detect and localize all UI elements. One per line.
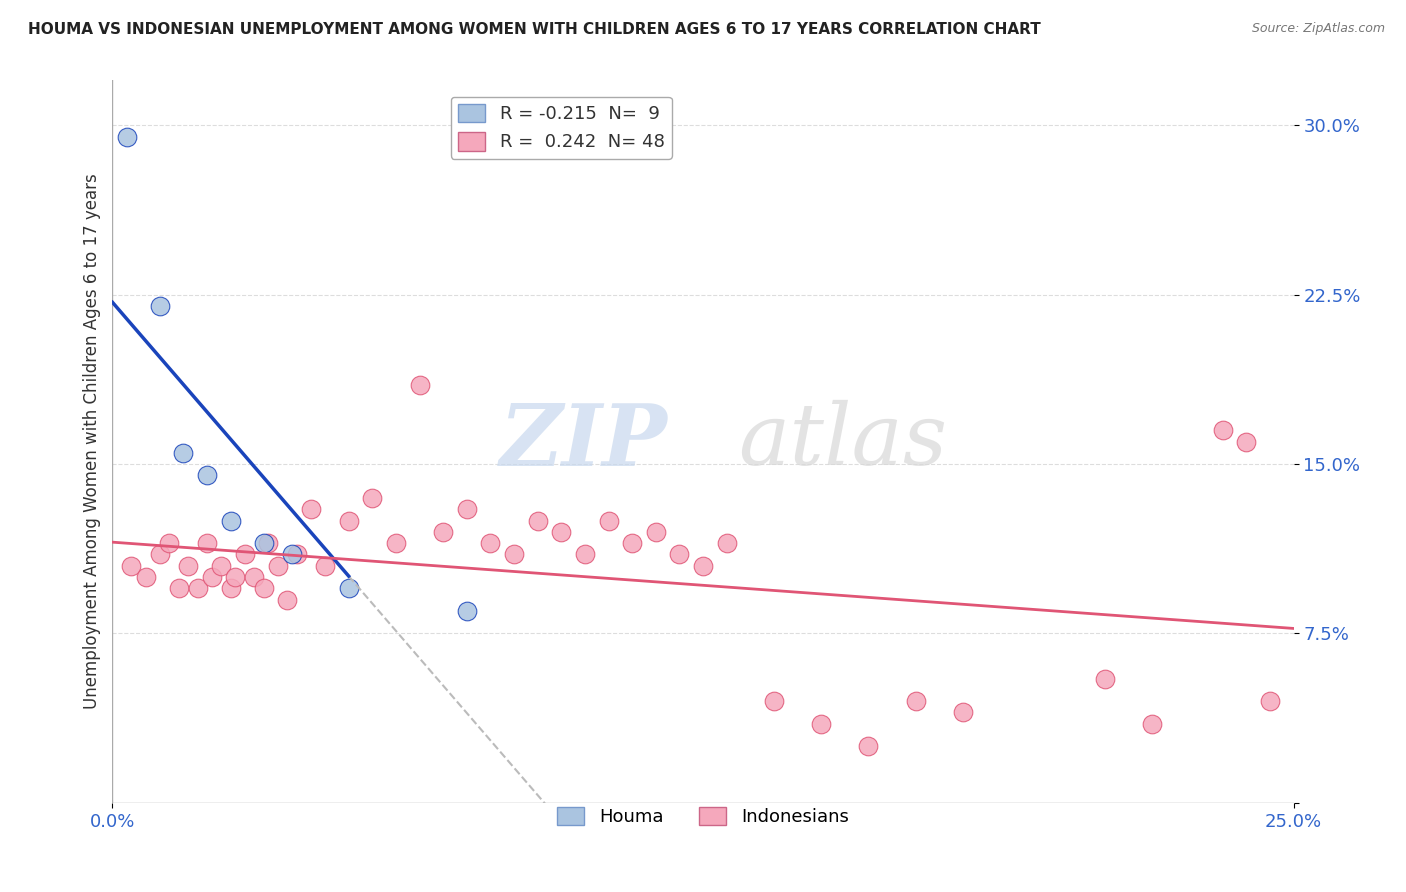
Point (574, 548, 596, 562)
Point (1258, 694, 1281, 708)
Point (186, 582, 208, 596)
Point (201, 570, 224, 584)
Point (285, 548, 308, 562)
Point (209, 558, 232, 573)
Point (550, 524, 572, 539)
Point (281, 548, 304, 562)
Point (253, 582, 276, 596)
Point (149, 548, 172, 562)
Point (361, 491, 384, 505)
Point (337, 582, 360, 596)
Point (385, 536, 408, 550)
Point (1140, 716, 1163, 731)
Point (157, 536, 180, 550)
Point (952, 706, 974, 720)
Point (195, 468, 218, 483)
Point (456, 502, 478, 516)
Point (314, 558, 336, 573)
Point (716, 536, 738, 550)
Y-axis label: Unemployment Among Women with Children Ages 6 to 17 years: Unemployment Among Women with Children A… (83, 174, 101, 709)
Text: HOUMA VS INDONESIAN UNEMPLOYMENT AMONG WOMEN WITH CHILDREN AGES 6 TO 17 YEARS CO: HOUMA VS INDONESIAN UNEMPLOYMENT AMONG W… (28, 22, 1040, 37)
Point (177, 558, 200, 573)
Point (692, 558, 714, 573)
Point (243, 570, 266, 584)
Point (456, 604, 478, 618)
Point (432, 524, 454, 539)
Point (120, 558, 142, 573)
Point (762, 694, 785, 708)
Point (621, 536, 644, 550)
Point (408, 378, 430, 392)
Point (479, 536, 502, 550)
Text: ZIP: ZIP (499, 400, 668, 483)
Text: Source: ZipAtlas.com: Source: ZipAtlas.com (1251, 22, 1385, 36)
Point (195, 536, 218, 550)
Point (668, 548, 690, 562)
Text: atlas: atlas (738, 401, 948, 483)
Point (1094, 672, 1116, 686)
Point (233, 548, 256, 562)
Point (219, 514, 242, 528)
Point (598, 514, 620, 528)
Point (253, 536, 276, 550)
Point (1212, 423, 1234, 437)
Point (135, 570, 157, 584)
Point (276, 592, 298, 607)
Point (299, 502, 322, 516)
Point (224, 570, 246, 584)
Point (503, 548, 526, 562)
Point (149, 299, 172, 313)
Point (267, 558, 290, 573)
Point (167, 582, 190, 596)
Point (172, 446, 194, 460)
Point (219, 582, 242, 596)
Point (904, 694, 927, 708)
Point (644, 524, 666, 539)
Point (526, 514, 548, 528)
Point (337, 514, 360, 528)
Point (1234, 434, 1257, 449)
Point (810, 716, 832, 731)
Point (115, 129, 138, 144)
Legend: Houma, Indonesians: Houma, Indonesians (550, 800, 856, 833)
Point (257, 536, 280, 550)
Point (858, 739, 880, 754)
